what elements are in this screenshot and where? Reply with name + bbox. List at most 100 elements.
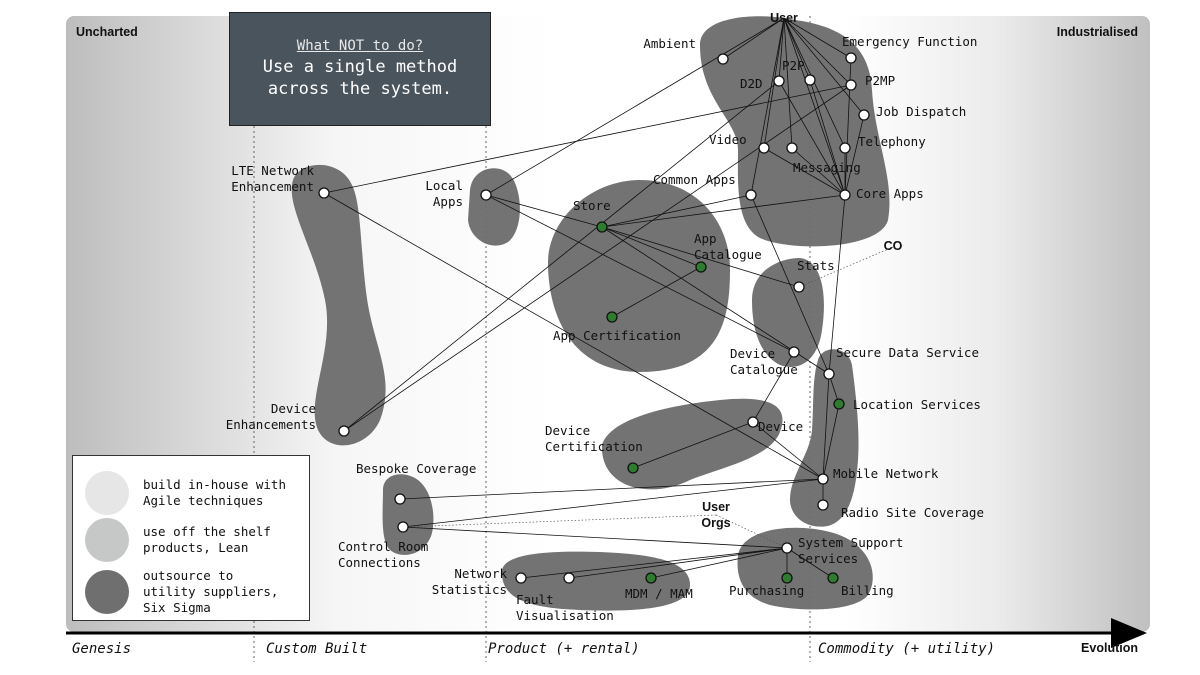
link-user-p2mp bbox=[783, 17, 852, 86]
link-controlroom-systemsupport bbox=[402, 526, 788, 549]
stage-custom-built: Custom Built bbox=[266, 641, 367, 657]
legend-item-six-sigma: outsource to utility suppliers, Six Sigm… bbox=[85, 568, 278, 616]
cluster-lte bbox=[291, 164, 386, 446]
link-user-d2d bbox=[778, 17, 785, 82]
label-lte: LTE Network Enhancement bbox=[231, 163, 314, 194]
component-labels: Ambient Emergency Function P2P D2D P2MP Job D… bbox=[226, 11, 984, 623]
component-device bbox=[747, 416, 759, 428]
corner-left-label: Uncharted bbox=[76, 25, 138, 39]
cluster-system-support bbox=[737, 527, 873, 610]
component-controlroom bbox=[397, 521, 409, 533]
label-device: Device bbox=[758, 419, 803, 434]
component-purchasing bbox=[781, 572, 793, 584]
link-user-p2p bbox=[783, 17, 811, 81]
component-p2p bbox=[804, 74, 816, 86]
warning-note: What NOT to do? Use a single method acro… bbox=[229, 12, 491, 126]
legend-item-lean: use off the shelf products, Lean bbox=[85, 518, 271, 562]
link-user-localapps bbox=[485, 17, 785, 196]
link-user-jobdispatch bbox=[783, 17, 865, 116]
label-location: Location Services bbox=[853, 397, 981, 412]
link-p2p-coreapps bbox=[809, 79, 846, 196]
link-coreapps-store bbox=[601, 194, 846, 228]
link-commonapps-store bbox=[601, 194, 752, 228]
link-coreapps-securedata bbox=[828, 194, 846, 375]
cluster-device bbox=[601, 398, 783, 490]
link-systemsupport-fault bbox=[568, 547, 788, 579]
stage-genesis: Genesis bbox=[72, 641, 131, 657]
dotted-link-userorgs-systemsupport bbox=[715, 514, 788, 549]
label-d2d: D2D bbox=[740, 76, 763, 91]
component-deviceenh bbox=[338, 425, 350, 437]
link-device-devicecert bbox=[632, 421, 754, 469]
cluster-secure-mobile bbox=[790, 349, 859, 527]
component-systemsupport bbox=[781, 542, 793, 554]
component-networkstats bbox=[515, 572, 527, 584]
label-devicecatalogue: Device Catalogue bbox=[730, 346, 798, 377]
component-mdm bbox=[645, 572, 657, 584]
link-d2d-deviceenh bbox=[343, 80, 780, 432]
label-p2p: P2P bbox=[782, 58, 805, 73]
link-user-ambient bbox=[722, 17, 785, 60]
component-stats bbox=[793, 281, 805, 293]
note-title: What NOT to do? bbox=[296, 38, 424, 54]
label-jobdispatch: Job Dispatch bbox=[876, 104, 966, 119]
component-billing bbox=[827, 572, 839, 584]
component-appcert bbox=[606, 311, 618, 323]
component-p2mp bbox=[845, 79, 857, 91]
link-systemsupport-networkstats bbox=[520, 547, 788, 579]
label-store: Store bbox=[573, 198, 611, 213]
component-devicecert bbox=[627, 462, 639, 474]
legend-text-lean: use off the shelf products, Lean bbox=[143, 524, 271, 555]
label-networkstats: Network Statistics bbox=[432, 566, 508, 597]
label-deviceenh: Device Enhancements bbox=[226, 401, 316, 432]
link-messaging-coreapps bbox=[791, 147, 846, 196]
stage-product: Product (+ rental) bbox=[488, 641, 640, 657]
components bbox=[318, 52, 870, 584]
link-mobilenet-controlroom bbox=[402, 478, 824, 528]
label-radiosite: Radio Site Coverage bbox=[841, 505, 984, 520]
component-emergency bbox=[845, 52, 857, 64]
dependency-links bbox=[323, 17, 865, 579]
label-fault: Fault Visualisation bbox=[516, 592, 614, 623]
label-video: Video bbox=[709, 132, 747, 147]
label-messaging: Messaging bbox=[793, 160, 861, 175]
component-fault bbox=[563, 572, 575, 584]
link-user-emergency bbox=[783, 17, 852, 59]
component-lte bbox=[318, 187, 330, 199]
label-coreapps: Core Apps bbox=[856, 186, 924, 201]
component-location bbox=[833, 398, 845, 410]
legend: build in-house with Agile techniques use… bbox=[72, 455, 310, 621]
cluster-network-stats bbox=[501, 551, 690, 611]
stage-commodity: Commodity (+ utility) bbox=[818, 641, 995, 657]
link-localapps-devicecatalogue bbox=[485, 194, 795, 353]
legend-swatch-six-sigma bbox=[85, 570, 129, 614]
link-devicecatalogue-device bbox=[752, 351, 795, 423]
anchor-userorgs: User Orgs bbox=[701, 500, 730, 530]
component-store bbox=[596, 221, 608, 233]
link-p2mp-deviceenh bbox=[343, 84, 852, 432]
component-mobilenet bbox=[817, 473, 829, 485]
label-emergency: Emergency Function bbox=[842, 34, 977, 49]
link-user-commonapps bbox=[750, 17, 785, 196]
component-telephony bbox=[839, 142, 851, 154]
label-commonapps: Common Apps bbox=[653, 172, 736, 187]
link-jobdispatch-coreapps bbox=[844, 114, 865, 196]
component-radiosite bbox=[817, 499, 829, 511]
label-billing: Billing bbox=[841, 583, 894, 598]
cluster-group bbox=[291, 16, 890, 611]
link-device-mobilenet bbox=[752, 421, 824, 480]
legend-item-agile: build in-house with Agile techniques bbox=[85, 471, 286, 515]
label-appcert: App Certification bbox=[553, 328, 681, 343]
component-coreapps bbox=[839, 189, 851, 201]
legend-text-agile: build in-house with Agile techniques bbox=[143, 477, 286, 508]
corner-right-label: Industrialised bbox=[1057, 25, 1138, 39]
component-d2d bbox=[773, 75, 785, 87]
link-lte-mobilenet bbox=[323, 192, 824, 480]
link-mobilenet-bespoke bbox=[399, 478, 824, 500]
label-localapps: Local Apps bbox=[425, 178, 463, 209]
label-purchasing: Purchasing bbox=[729, 583, 804, 598]
legend-text-six-sigma: outsource to utility suppliers, Six Sigm… bbox=[143, 568, 279, 615]
component-messaging bbox=[786, 142, 798, 154]
label-ambient: Ambient bbox=[643, 36, 696, 51]
